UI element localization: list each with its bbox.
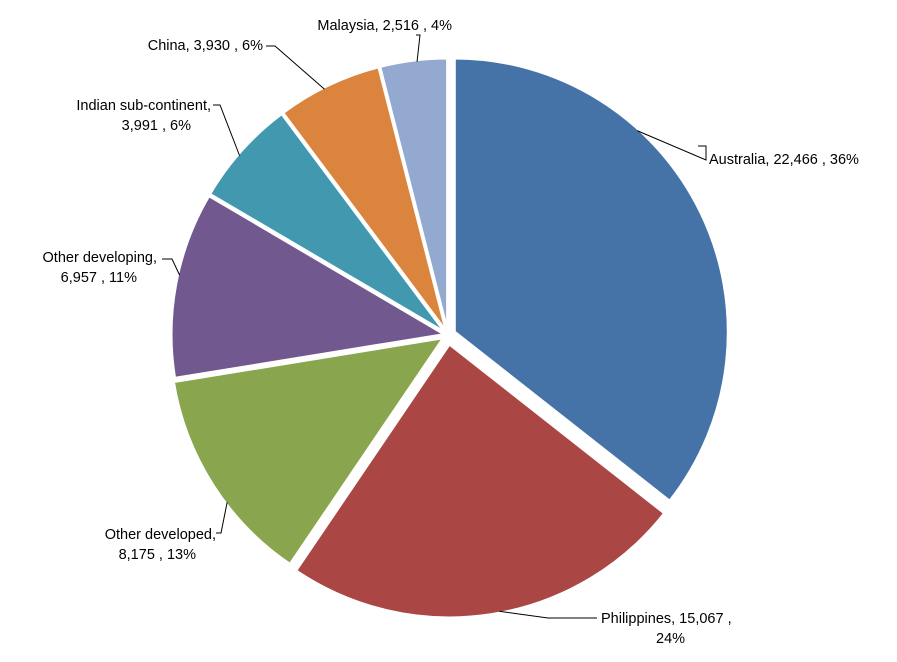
data-label-other-developing: Other developing, 6,957 , 11% (43, 250, 157, 286)
data-label-philippines: Philippines, 15,067 , 24% (601, 611, 732, 647)
data-label-line: China, 3,930 , 6% (148, 38, 263, 54)
leader-line-other-developed (216, 502, 228, 534)
data-label-line: Australia, 22,466 , 36% (709, 152, 859, 168)
leader-line-malaysia (416, 34, 421, 62)
slices-layer (169, 56, 730, 620)
data-label-line: Other developed, (105, 527, 216, 543)
data-label-australia: Australia, 22,466 , 36% (709, 152, 859, 168)
leader-line-indian-sub-continent (213, 104, 241, 156)
data-label-line: 3,991 , 6% (122, 118, 191, 134)
data-label-indian-sub-continent: Indian sub-continent, 3,991 , 6% (76, 98, 211, 134)
data-label-line: Other developing, (43, 250, 157, 266)
leader-line-philippines (499, 610, 597, 619)
data-label-line: Philippines, 15,067 , (601, 611, 732, 627)
data-label-line: Malaysia, 2,516 , 4% (317, 18, 452, 34)
slice-other-developed (171, 336, 446, 567)
data-label-malaysia: Malaysia, 2,516 , 4% (317, 18, 452, 34)
data-label-line: 8,175 , 13% (119, 547, 196, 563)
slice-philippines (294, 342, 667, 620)
data-label-line: 6,957 , 11% (61, 270, 137, 286)
data-label-line: 24% (656, 631, 685, 647)
leader-lines-layer (162, 34, 707, 619)
data-label-other-developed: Other developed, 8,175 , 13% (105, 527, 216, 563)
data-label-china: China, 3,930 , 6% (148, 38, 263, 54)
data-label-line: Indian sub-continent, (76, 98, 211, 114)
leader-line-china (266, 45, 325, 90)
data-labels-layer: Australia, 22,466 , 36% Philippines, 15,0… (43, 18, 860, 647)
slice-australia (452, 56, 730, 503)
slice-other-developing (169, 194, 447, 380)
leader-line-other-developing (162, 258, 181, 276)
slice-malaysia (378, 56, 450, 334)
leader-line-australia (637, 130, 707, 161)
